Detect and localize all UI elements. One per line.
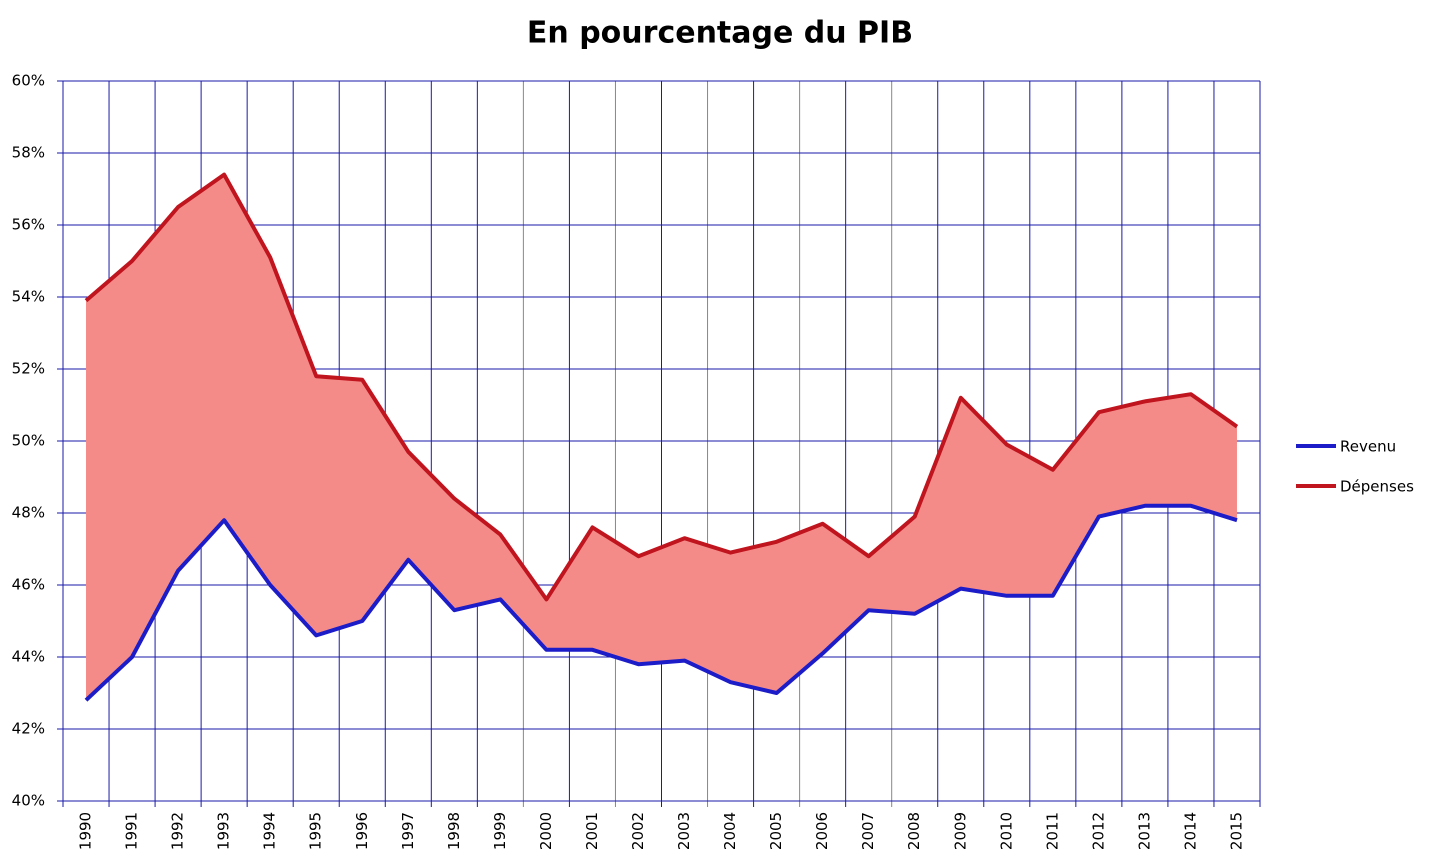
x-tick-label: 2001 (583, 812, 601, 850)
x-tick-label: 2002 (629, 812, 647, 850)
x-tick-label: 2014 (1181, 812, 1199, 850)
x-tick-label: 2009 (951, 812, 969, 850)
y-tick-label: 46% (12, 576, 45, 594)
x-tick-label: 2011 (1043, 812, 1061, 850)
x-tick-label: 1992 (169, 812, 187, 850)
legend-label: Revenu (1340, 438, 1396, 456)
legend-label: Dépenses (1340, 478, 1414, 496)
x-tick-label: 2000 (537, 812, 555, 850)
x-tick-label: 1991 (123, 812, 141, 850)
chart-title: En pourcentage du PIB (527, 16, 913, 51)
x-tick-label: 2013 (1135, 812, 1153, 850)
x-tick-label: 2010 (997, 812, 1015, 850)
x-tick-label: 1998 (445, 812, 463, 850)
x-tick-label: 2005 (767, 812, 785, 850)
y-tick-label: 44% (12, 648, 45, 666)
area-between (86, 174, 1237, 701)
line-series (84, 172, 1239, 602)
x-tick-label: 1990 (77, 812, 95, 850)
x-tick-label: 1995 (307, 812, 325, 850)
x-tick-label: 1996 (353, 812, 371, 850)
y-tick-label: 60% (12, 72, 45, 90)
x-tick-label: 1994 (261, 812, 279, 850)
x-tick-label: 2003 (675, 812, 693, 850)
y-tick-label: 56% (12, 216, 45, 234)
x-tick-label: 2012 (1089, 812, 1107, 850)
x-tick-label: 2008 (905, 812, 923, 850)
y-tick-label: 52% (12, 360, 45, 378)
y-tick-label: 40% (12, 792, 45, 810)
y-tick-label: 48% (12, 504, 45, 522)
x-tick-label: 2015 (1227, 812, 1245, 850)
x-tick-label: 2007 (859, 812, 877, 850)
x-tick-label: 2006 (813, 812, 831, 850)
x-tick-label: 2004 (721, 812, 739, 850)
x-tick-label: 1993 (215, 812, 233, 850)
y-tick-label: 50% (12, 432, 45, 450)
y-tick-label: 54% (12, 288, 45, 306)
y-tick-label: 58% (12, 144, 45, 162)
x-tick-label: 1999 (491, 812, 509, 850)
line-series (84, 503, 1238, 702)
x-tick-label: 1997 (399, 812, 417, 850)
y-tick-label: 42% (12, 720, 45, 738)
